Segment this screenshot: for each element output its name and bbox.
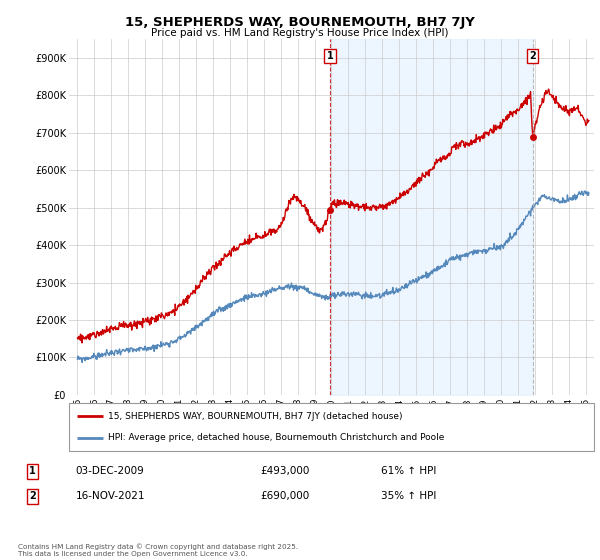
Text: Contains HM Land Registry data © Crown copyright and database right 2025.
This d: Contains HM Land Registry data © Crown c… (18, 544, 298, 557)
Text: 1: 1 (29, 466, 36, 477)
Text: 16-NOV-2021: 16-NOV-2021 (76, 491, 145, 501)
Text: 61% ↑ HPI: 61% ↑ HPI (381, 466, 436, 477)
Text: 15, SHEPHERDS WAY, BOURNEMOUTH, BH7 7JY (detached house): 15, SHEPHERDS WAY, BOURNEMOUTH, BH7 7JY … (109, 412, 403, 421)
Text: 2: 2 (529, 51, 536, 61)
FancyBboxPatch shape (69, 403, 594, 451)
Text: £690,000: £690,000 (260, 491, 309, 501)
Text: Price paid vs. HM Land Registry's House Price Index (HPI): Price paid vs. HM Land Registry's House … (151, 28, 449, 38)
Text: 1: 1 (327, 51, 334, 61)
Text: HPI: Average price, detached house, Bournemouth Christchurch and Poole: HPI: Average price, detached house, Bour… (109, 433, 445, 442)
Text: 03-DEC-2009: 03-DEC-2009 (76, 466, 145, 477)
Text: 2: 2 (29, 491, 36, 501)
Text: 15, SHEPHERDS WAY, BOURNEMOUTH, BH7 7JY: 15, SHEPHERDS WAY, BOURNEMOUTH, BH7 7JY (125, 16, 475, 29)
Text: £493,000: £493,000 (260, 466, 309, 477)
Text: 35% ↑ HPI: 35% ↑ HPI (381, 491, 436, 501)
